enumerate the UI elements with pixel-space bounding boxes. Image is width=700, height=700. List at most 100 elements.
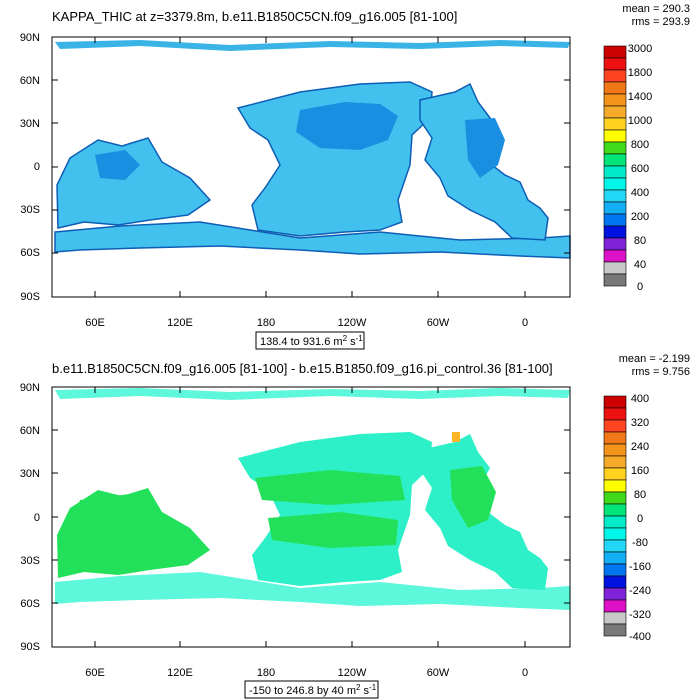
positive-anomaly-spot bbox=[452, 432, 460, 442]
svg-text:200: 200 bbox=[631, 211, 649, 223]
svg-text:40: 40 bbox=[634, 259, 646, 271]
colorbar-swatch bbox=[604, 420, 626, 432]
panel-2: b.e11.B1850C5CN.f09_g16.005 [81-100] - b… bbox=[20, 353, 690, 698]
panel-2-colorbar bbox=[604, 396, 626, 636]
svg-text:-80: -80 bbox=[632, 537, 648, 549]
svg-text:120E: 120E bbox=[167, 317, 193, 329]
colorbar-swatch bbox=[604, 504, 626, 516]
panel-1-rms: rms = 293.9 bbox=[632, 16, 690, 28]
svg-text:-240: -240 bbox=[629, 585, 651, 597]
svg-text:60S: 60S bbox=[20, 247, 40, 259]
svg-text:0: 0 bbox=[522, 667, 528, 679]
svg-text:90N: 90N bbox=[20, 382, 40, 394]
colorbar-swatch bbox=[604, 480, 626, 492]
panel-1: KAPPA_THIC at z=3379.8m, b.e11.B1850C5CN… bbox=[20, 3, 690, 349]
colorbar-swatch bbox=[604, 106, 626, 118]
svg-text:30N: 30N bbox=[20, 118, 40, 130]
colorbar-swatch bbox=[604, 612, 626, 624]
panel-1-mean: mean = 290.3 bbox=[622, 3, 690, 15]
svg-text:0: 0 bbox=[34, 161, 40, 173]
colorbar-swatch bbox=[604, 444, 626, 456]
panel-1-title: KAPPA_THIC at z=3379.8m, b.e11.B1850C5CN… bbox=[52, 9, 457, 24]
colorbar-swatch bbox=[604, 588, 626, 600]
svg-text:320: 320 bbox=[631, 417, 649, 429]
svg-text:80: 80 bbox=[634, 489, 646, 501]
svg-text:1800: 1800 bbox=[628, 67, 652, 79]
svg-text:90S: 90S bbox=[20, 291, 40, 303]
panel-1-lat-ticks: 90N 60N 30N 0 30S 60S 90S bbox=[20, 32, 40, 303]
panel-2-colorbar-labels: 400 320 240 160 80 0 -80 -160 -240 -320 … bbox=[629, 393, 651, 643]
svg-text:60S: 60S bbox=[20, 598, 40, 610]
colorbar-swatch bbox=[604, 46, 626, 58]
panel-2-mean: mean = -2.199 bbox=[619, 353, 690, 365]
panel-2-lat-ticks: 90N 60N 30N 0 30S 60S 90S bbox=[20, 382, 40, 653]
panel-2-range-box: -150 to 246.8 by 40 m2 s-1 bbox=[245, 681, 378, 698]
svg-text:0: 0 bbox=[637, 513, 643, 525]
panel-1-map bbox=[55, 40, 570, 258]
colorbar-swatch bbox=[604, 214, 626, 226]
svg-text:0: 0 bbox=[34, 512, 40, 524]
panel-1-colorbar-labels: 3000 1800 1400 1000 800 600 400 200 80 4… bbox=[628, 43, 652, 293]
colorbar-swatch bbox=[604, 58, 626, 70]
colorbar-swatch bbox=[604, 202, 626, 214]
svg-text:60W: 60W bbox=[427, 667, 450, 679]
panel-2-lon-ticks: 60E 120E 180 120W 60W 0 bbox=[85, 667, 528, 679]
svg-text:0: 0 bbox=[522, 317, 528, 329]
colorbar-swatch bbox=[604, 492, 626, 504]
svg-text:60N: 60N bbox=[20, 425, 40, 437]
colorbar-swatch bbox=[604, 70, 626, 82]
indian-ocean-region bbox=[57, 138, 210, 228]
svg-text:80: 80 bbox=[634, 235, 646, 247]
colorbar-swatch bbox=[604, 166, 626, 178]
colorbar-swatch bbox=[604, 250, 626, 262]
svg-text:90N: 90N bbox=[20, 32, 40, 44]
colorbar-swatch bbox=[604, 142, 626, 154]
panel-2-map bbox=[55, 388, 570, 610]
colorbar-swatch bbox=[604, 190, 626, 202]
svg-text:30S: 30S bbox=[20, 555, 40, 567]
colorbar-swatch bbox=[604, 408, 626, 420]
colorbar-swatch bbox=[604, 540, 626, 552]
colorbar-swatch bbox=[604, 226, 626, 238]
svg-text:-160: -160 bbox=[629, 561, 651, 573]
colorbar-swatch bbox=[604, 528, 626, 540]
svg-text:0: 0 bbox=[637, 281, 643, 293]
colorbar-swatch bbox=[604, 456, 626, 468]
svg-text:60E: 60E bbox=[85, 317, 105, 329]
svg-text:60W: 60W bbox=[427, 317, 450, 329]
colorbar-swatch bbox=[604, 432, 626, 444]
svg-text:180: 180 bbox=[257, 667, 275, 679]
svg-text:60N: 60N bbox=[20, 75, 40, 87]
colorbar-swatch bbox=[604, 624, 626, 636]
colorbar-swatch bbox=[604, 238, 626, 250]
colorbar-swatch bbox=[604, 154, 626, 166]
svg-text:60E: 60E bbox=[85, 667, 105, 679]
colorbar-swatch bbox=[604, 516, 626, 528]
svg-text:240: 240 bbox=[631, 441, 649, 453]
svg-text:180: 180 bbox=[257, 317, 275, 329]
svg-text:120W: 120W bbox=[338, 667, 367, 679]
svg-text:160: 160 bbox=[631, 465, 649, 477]
svg-text:400: 400 bbox=[631, 187, 649, 199]
colorbar-swatch bbox=[604, 564, 626, 576]
panel-2-title: b.e11.B1850C5CN.f09_g16.005 [81-100] - b… bbox=[52, 361, 553, 376]
svg-text:138.4 to 931.6 m2 s-1: 138.4 to 931.6 m2 s-1 bbox=[260, 334, 363, 348]
panel-1-lon-ticks: 60E 120E 180 120W 60W 0 bbox=[85, 317, 528, 329]
colorbar-swatch bbox=[604, 468, 626, 480]
colorbar-swatch bbox=[604, 576, 626, 588]
svg-text:1400: 1400 bbox=[628, 91, 652, 103]
arctic-ocean-region bbox=[55, 40, 570, 51]
colorbar-swatch bbox=[604, 118, 626, 130]
svg-text:400: 400 bbox=[631, 393, 649, 405]
svg-text:120E: 120E bbox=[167, 667, 193, 679]
colorbar-swatch bbox=[604, 94, 626, 106]
figure-canvas: KAPPA_THIC at z=3379.8m, b.e11.B1850C5CN… bbox=[0, 0, 700, 700]
panel-1-colorbar bbox=[604, 46, 626, 286]
svg-text:30S: 30S bbox=[20, 204, 40, 216]
panel-2-rms: rms = 9.756 bbox=[632, 366, 690, 378]
svg-text:-400: -400 bbox=[629, 631, 651, 643]
colorbar-swatch bbox=[604, 130, 626, 142]
pacific-anomaly-region bbox=[238, 432, 432, 586]
svg-text:800: 800 bbox=[631, 139, 649, 151]
colorbar-swatch bbox=[604, 396, 626, 408]
